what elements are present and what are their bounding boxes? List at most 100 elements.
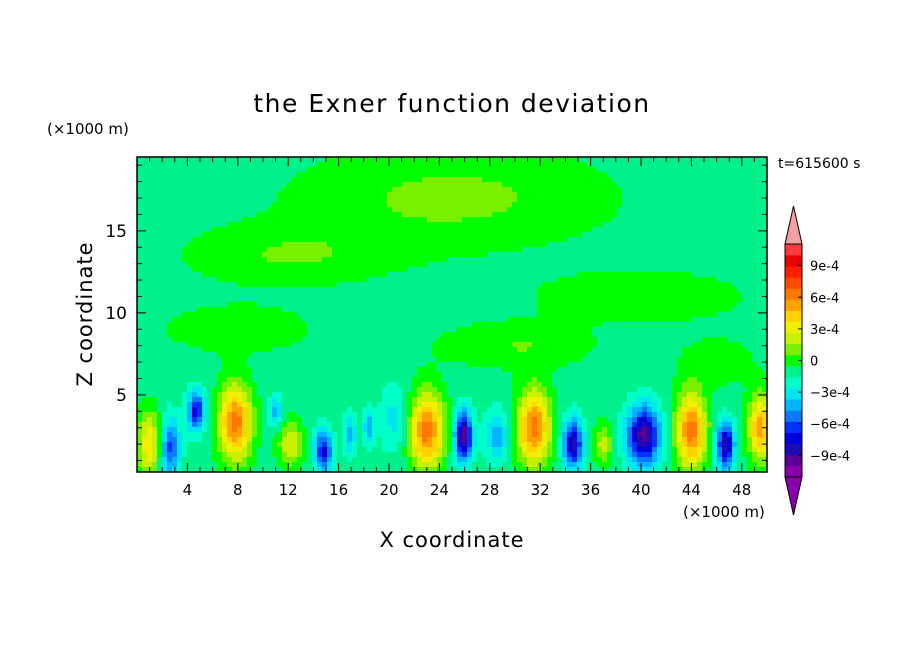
field-cell: [622, 197, 628, 203]
field-cell: [412, 212, 418, 218]
field-cell: [687, 302, 693, 308]
field-cell: [357, 282, 363, 288]
field-cell: [592, 192, 598, 198]
field-cell: [352, 197, 358, 203]
field-cell: [372, 197, 378, 203]
field-cell: [267, 182, 273, 188]
field-cell: [567, 272, 573, 278]
field-cell: [372, 212, 378, 218]
field-cell: [417, 232, 423, 238]
field-cell: [562, 307, 568, 313]
field-cell: [527, 257, 533, 263]
field-cell: [402, 312, 408, 318]
field-cell: [657, 287, 663, 293]
field-cell: [577, 232, 583, 238]
field-cell: [167, 207, 173, 213]
field-cell: [137, 297, 143, 303]
field-cell: [652, 167, 658, 173]
field-cell: [512, 197, 518, 203]
field-cell: [432, 297, 438, 303]
field-cell: [267, 307, 273, 313]
field-cell: [527, 322, 533, 328]
field-cell: [402, 162, 408, 168]
field-cell: [207, 172, 213, 178]
field-cell: [762, 292, 767, 298]
field-cell: [752, 347, 758, 353]
field-cell: [202, 212, 208, 218]
field-cell: [592, 202, 598, 208]
field-cell: [482, 157, 488, 163]
field-cell: [687, 197, 693, 203]
field-cell: [457, 207, 463, 213]
field-cell: [467, 332, 473, 338]
field-cell: [237, 262, 243, 268]
field-cell: [277, 307, 283, 313]
field-cell: [632, 222, 638, 228]
field-cell: [242, 322, 248, 328]
field-cell: [472, 187, 478, 193]
field-cell: [677, 332, 683, 338]
field-cell: [522, 217, 528, 223]
field-cell: [752, 232, 758, 238]
field-cell: [757, 187, 763, 193]
field-cell: [652, 257, 658, 263]
field-cell: [142, 217, 148, 223]
field-cell: [532, 312, 538, 318]
field-cell: [752, 327, 758, 333]
field-cell: [607, 227, 613, 233]
field-cell: [532, 332, 538, 338]
field-cell: [632, 172, 638, 178]
field-cell: [167, 292, 173, 298]
field-cell: [367, 202, 373, 208]
field-cell: [332, 317, 338, 323]
field-cell: [657, 157, 663, 163]
field-cell: [282, 332, 288, 338]
field-cell: [227, 297, 233, 303]
field-cell: [187, 212, 193, 218]
field-cell: [617, 312, 623, 318]
field-cell: [477, 177, 483, 183]
field-cell: [267, 257, 273, 263]
field-cell: [142, 212, 148, 218]
field-cell: [227, 182, 233, 188]
field-cell: [207, 272, 213, 278]
field-cell: [452, 297, 458, 303]
field-cell: [212, 337, 218, 343]
field-cell: [192, 317, 198, 323]
field-cell: [432, 307, 438, 313]
field-cell: [692, 287, 698, 293]
field-cell: [327, 207, 333, 213]
field-cell: [557, 177, 563, 183]
field-cell: [167, 237, 173, 243]
field-cell: [152, 327, 158, 333]
field-cell: [167, 212, 173, 218]
field-cell: [142, 192, 148, 198]
field-cell: [297, 277, 303, 283]
field-cell: [672, 327, 678, 333]
field-cell: [537, 242, 543, 248]
field-cell: [387, 317, 393, 323]
field-cell: [487, 337, 493, 343]
field-cell: [157, 192, 163, 198]
field-cell: [232, 162, 238, 168]
field-cell: [562, 207, 568, 213]
field-cell: [447, 182, 453, 188]
field-cell: [522, 162, 528, 168]
field-cell: [357, 232, 363, 238]
field-cell: [507, 332, 513, 338]
field-cell: [252, 177, 258, 183]
field-cell: [282, 162, 288, 168]
field-cell: [312, 172, 318, 178]
field-cell: [677, 192, 683, 198]
field-cell: [597, 282, 603, 288]
field-cell: [487, 182, 493, 188]
field-cell: [652, 342, 658, 348]
field-cell: [222, 232, 228, 238]
field-cell: [282, 352, 288, 358]
field-cell: [407, 252, 413, 258]
field-cell: [582, 207, 588, 213]
field-cell: [267, 327, 273, 333]
field-cell: [642, 297, 648, 303]
field-cell: [437, 297, 443, 303]
field-cell: [697, 277, 703, 283]
